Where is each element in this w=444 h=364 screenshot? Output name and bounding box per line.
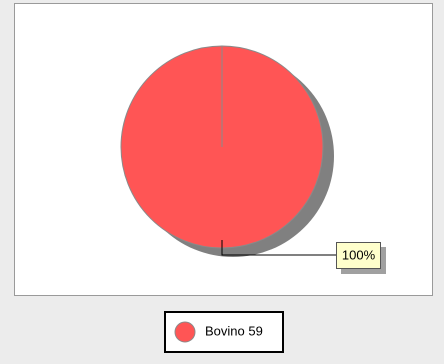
leader-line bbox=[221, 240, 336, 256]
data-label: 100% bbox=[342, 247, 376, 262]
legend-marker bbox=[174, 321, 196, 343]
legend-label: Bovino 59 bbox=[205, 323, 263, 338]
label-box bbox=[336, 242, 381, 269]
